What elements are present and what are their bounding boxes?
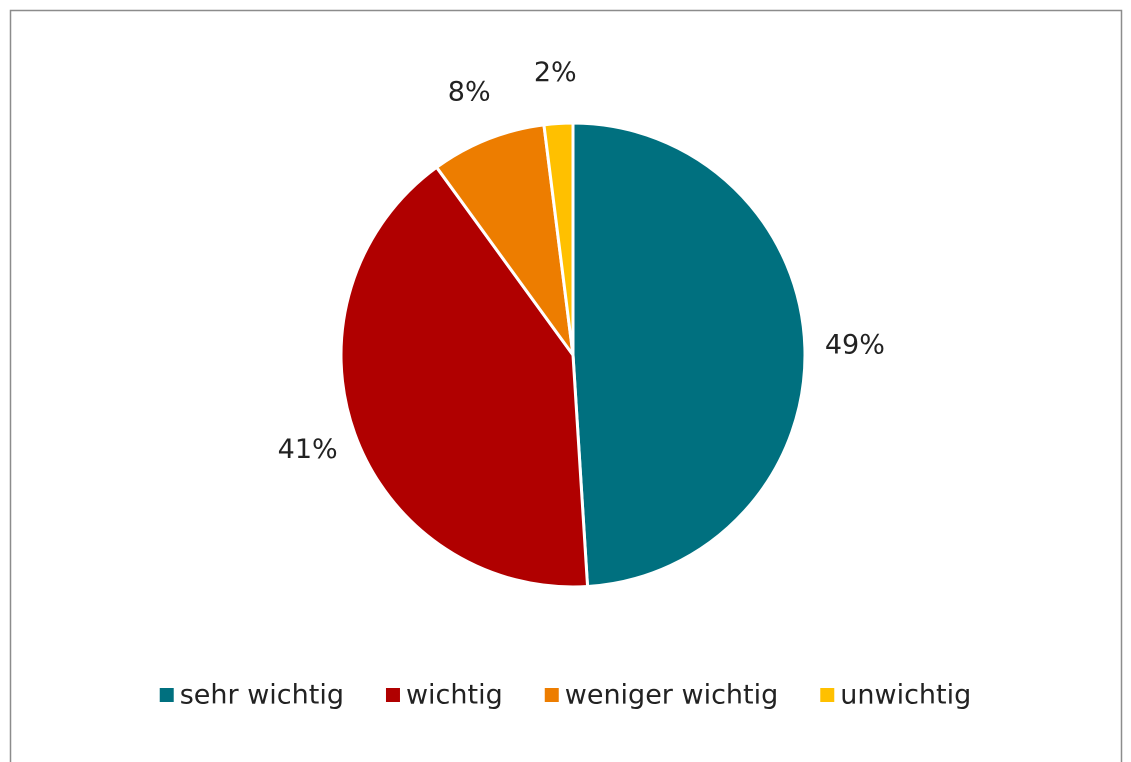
data-label: 41% [278,434,338,465]
legend-swatch [159,688,174,702]
legend-swatch [385,688,400,702]
legend-swatch [544,688,559,702]
legend-label: sehr wichtig [180,680,344,711]
pie-slice [542,121,575,356]
chart-frame [9,9,1123,762]
legend-label: wichtig [406,680,503,711]
legend-label: unwichtig [840,680,971,711]
data-label: 8% [448,76,491,107]
legend-swatch [820,688,835,702]
pie-slice [434,123,575,356]
pie-slice [571,121,807,589]
legend-label: weniger wichtig [565,680,779,711]
data-label: 49% [825,330,885,361]
data-label: 2% [534,57,577,88]
pie-slice [339,165,590,589]
